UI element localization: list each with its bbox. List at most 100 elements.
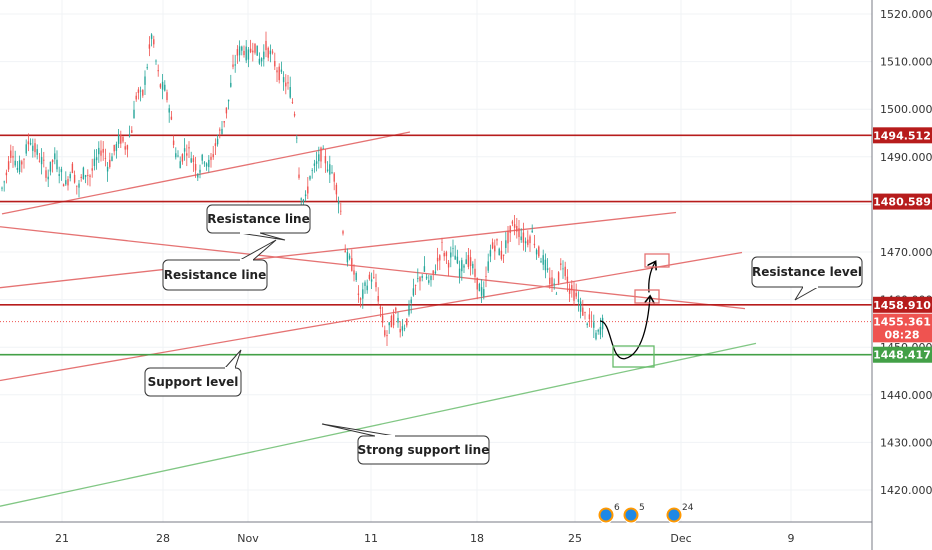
candle-body: [205, 163, 208, 167]
event-flag-inner: [625, 509, 637, 521]
candle-body: [155, 60, 157, 62]
candle-body: [593, 322, 595, 328]
candle-body: [432, 270, 434, 274]
x-tick-label: 11: [364, 532, 378, 545]
candle-body: [476, 277, 478, 290]
events[interactable]: 6 5 24: [597, 503, 694, 524]
candle-body: [60, 169, 63, 173]
callouts: Resistance line Resistance line Resistance…: [144, 204, 863, 465]
callout-tail: [239, 232, 286, 241]
candle-body: [95, 157, 98, 161]
candle-body: [461, 260, 463, 272]
candle-body: [496, 239, 498, 241]
candle-body: [452, 248, 454, 249]
candle-body: [263, 51, 265, 60]
candle-body: [29, 143, 32, 145]
candle-body: [357, 293, 360, 295]
candle-body: [161, 81, 164, 90]
candle-body: [366, 285, 368, 291]
candle-body: [315, 161, 318, 164]
candle-body: [408, 304, 410, 315]
candle-body: [265, 40, 267, 51]
y-tick-label: 1430.000: [880, 436, 932, 449]
candle-body: [54, 153, 56, 160]
candle-body: [5, 172, 8, 176]
candle-body: [436, 257, 439, 262]
candle-body: [518, 228, 520, 237]
candle-body: [344, 250, 346, 253]
candle-body: [379, 306, 382, 309]
candle-body: [491, 242, 494, 249]
candle-body: [234, 64, 236, 66]
candle-body: [168, 108, 170, 113]
candle-body: [529, 236, 531, 244]
candle-body: [16, 167, 19, 170]
price-axis[interactable]: 1420.0001430.0001440.0001450.0001460.000…: [871, 0, 932, 550]
price-tag: [873, 127, 932, 144]
candle-body: [43, 159, 45, 161]
candle-body: [71, 163, 74, 174]
support-target-box: [612, 345, 655, 368]
candle-body: [480, 287, 483, 296]
time-axis[interactable]: 21 28 Nov 11 18 25 Dec 9: [0, 521, 872, 545]
candle-body: [384, 330, 386, 336]
event-count: 5: [639, 503, 645, 513]
x-tick-label: 21: [55, 532, 69, 545]
candle-body: [505, 240, 507, 248]
candle-body: [148, 44, 151, 49]
callout-label: Resistance level: [752, 265, 862, 279]
candle-body: [183, 148, 186, 152]
candle-body: [351, 258, 353, 271]
candle-body: [212, 154, 214, 158]
candle-body: [401, 326, 404, 331]
candle-body: [403, 328, 406, 330]
candle-body: [318, 154, 320, 162]
candle-body: [232, 64, 234, 67]
candle-body: [494, 245, 496, 252]
candle-body: [595, 332, 597, 340]
candle-body: [467, 255, 470, 268]
candle-body: [210, 156, 212, 160]
candle-body: [465, 259, 467, 265]
candle-body: [7, 161, 10, 170]
candle-body: [564, 266, 566, 277]
candle-body: [335, 184, 338, 195]
price-tag: [873, 296, 932, 313]
candle-body: [89, 175, 91, 177]
candle-body: [269, 50, 272, 55]
candle-body: [14, 160, 16, 166]
projected-path-arrow: [599, 297, 650, 360]
candle-body: [190, 158, 192, 163]
candle-body: [188, 147, 190, 149]
x-tick-label: Dec: [670, 532, 691, 545]
candle-body: [49, 161, 52, 172]
candle-body: [414, 285, 417, 286]
candle-body: [100, 150, 102, 156]
candle-body: [67, 179, 69, 186]
y-tick-label: 1490.000: [880, 151, 932, 164]
candle-body: [412, 288, 415, 296]
candle-body: [25, 144, 27, 154]
candle-body: [58, 174, 60, 176]
candle-body: [469, 257, 472, 266]
candle-body: [386, 334, 388, 337]
event-flag-inner: [668, 509, 680, 521]
candle-body: [542, 255, 544, 265]
candle-body: [179, 161, 181, 169]
callout-box: [357, 435, 490, 465]
candle-body: [285, 82, 287, 87]
candle-body: [417, 278, 419, 279]
candle-body: [364, 282, 366, 286]
candle-body: [40, 157, 43, 165]
candle-body: [219, 129, 221, 131]
candle-body: [419, 277, 421, 282]
candle-body: [388, 322, 390, 326]
candle-body: [201, 154, 203, 161]
candle-body: [293, 114, 296, 116]
candle-body: [98, 147, 100, 155]
candle-body: [507, 231, 509, 244]
price-tag: [873, 326, 932, 343]
candle-body: [337, 201, 340, 204]
candle-body: [557, 272, 560, 283]
